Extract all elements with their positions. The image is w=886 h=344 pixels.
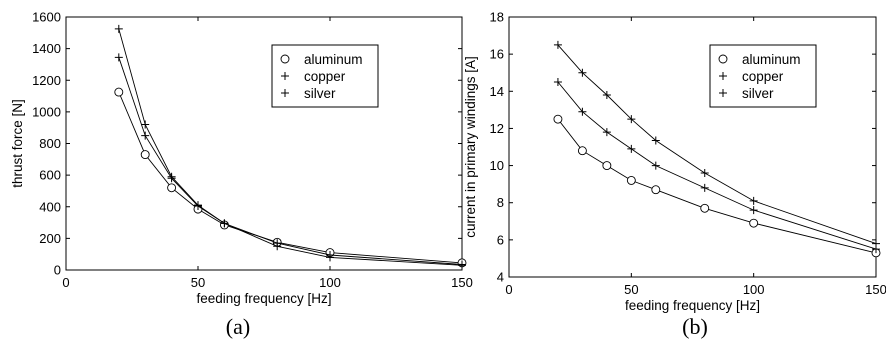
y-tick-label: 1200 [32, 73, 61, 88]
y-tick-label: 6 [497, 232, 504, 247]
data-point-silver [749, 196, 758, 205]
data-point-silver [553, 40, 562, 49]
y-tick-label: 12 [490, 121, 504, 136]
y-tick-label: 1400 [32, 41, 61, 56]
y-tick-label: 10 [490, 158, 504, 173]
data-point-silver [194, 201, 202, 210]
y-tick-label: 18 [490, 10, 504, 25]
x-tick-label: 150 [865, 282, 886, 297]
data-point-silver [167, 172, 176, 181]
x-tick-label: 100 [743, 282, 765, 297]
data-point-copper [651, 161, 660, 170]
series-line-silver [557, 44, 877, 245]
plot-frame [508, 16, 877, 278]
legend-label-silver: silver [742, 86, 774, 101]
series-line-copper [557, 81, 877, 250]
y-tick-label: 1000 [32, 104, 61, 119]
series-line-aluminum [118, 91, 463, 264]
legend-label-silver: silver [304, 86, 336, 101]
data-point-silver [114, 24, 123, 33]
plot-frame [65, 16, 463, 271]
x-tick-label: 0 [505, 282, 512, 297]
data-point-silver [141, 120, 150, 129]
legend-label-aluminum: aluminum [304, 52, 363, 67]
data-point-aluminum [167, 183, 177, 193]
data-point-aluminum [700, 203, 710, 213]
data-point-silver [602, 91, 611, 99]
series-line-aluminum [557, 118, 877, 254]
data-point-silver [220, 219, 229, 228]
data-point-aluminum [626, 175, 636, 185]
data-point-silver [326, 253, 334, 262]
figure-caption-b: (b) [682, 314, 708, 339]
legend-marker-aluminum [718, 54, 728, 64]
data-point-copper [602, 128, 611, 137]
data-point-silver [651, 136, 660, 145]
data-point-aluminum [749, 218, 759, 228]
x-tick-label: 100 [319, 275, 341, 290]
y-tick-label: 800 [39, 136, 61, 151]
x-axis-label: feeding frequency [Hz] [196, 291, 331, 306]
legend-box [271, 44, 379, 108]
data-point-copper [141, 131, 150, 140]
legend-marker-silver [281, 89, 289, 97]
x-tick-label: 0 [62, 275, 69, 290]
x-axis-label: feeding frequency [Hz] [625, 298, 760, 313]
y-tick-label: 200 [39, 231, 61, 246]
figure-caption-a: (a) [226, 314, 250, 339]
data-point-copper [627, 144, 636, 153]
legend-marker-aluminum [280, 54, 290, 64]
data-point-copper [114, 53, 123, 62]
data-point-aluminum [577, 146, 587, 156]
x-tick-label: 50 [191, 275, 205, 290]
data-point-copper [553, 78, 562, 86]
data-point-aluminum [651, 185, 661, 195]
data-point-copper [700, 183, 709, 192]
y-tick-label: 8 [497, 195, 504, 210]
legend-marker-copper [719, 72, 727, 80]
x-tick-label: 150 [451, 275, 473, 290]
data-point-aluminum [114, 87, 124, 97]
legend-label-copper: copper [304, 69, 346, 84]
data-point-silver [273, 242, 282, 251]
y-tick-label: 16 [490, 47, 504, 62]
x-tick-label: 50 [624, 282, 638, 297]
y-tick-label: 4 [497, 270, 504, 285]
y-tick-label: 600 [39, 168, 61, 183]
series-line-silver [118, 28, 463, 266]
legend-marker-copper [281, 72, 289, 80]
legend-marker-silver [719, 89, 727, 97]
data-point-silver [458, 261, 466, 270]
data-point-aluminum [553, 114, 563, 124]
y-tick-label: 14 [490, 84, 504, 99]
data-point-silver [700, 169, 709, 177]
data-point-silver [872, 239, 880, 248]
legend-label-aluminum: aluminum [742, 52, 801, 67]
y-tick-label: 400 [39, 199, 61, 214]
data-point-aluminum [140, 150, 150, 160]
data-point-silver [578, 68, 587, 77]
legend-box [709, 44, 817, 108]
chart-a: 0 50 100 150 0 200 400 600 800 1000 1200 1400 1600 fe… [10, 10, 473, 340]
data-point-copper [749, 206, 758, 215]
y-axis-label: thrust force [N] [10, 99, 25, 188]
data-point-copper [578, 107, 587, 116]
legend-label-copper: copper [742, 69, 784, 84]
y-tick-label: 1600 [32, 10, 61, 25]
data-point-silver [627, 115, 636, 124]
chart-b: 0 50 100 150 4 6 8 10 12 14 16 18 feeding frequency … [463, 10, 886, 340]
y-axis-label: current in primary windings [A] [463, 56, 478, 238]
y-tick-label: 0 [54, 263, 61, 278]
data-point-aluminum [602, 161, 612, 171]
